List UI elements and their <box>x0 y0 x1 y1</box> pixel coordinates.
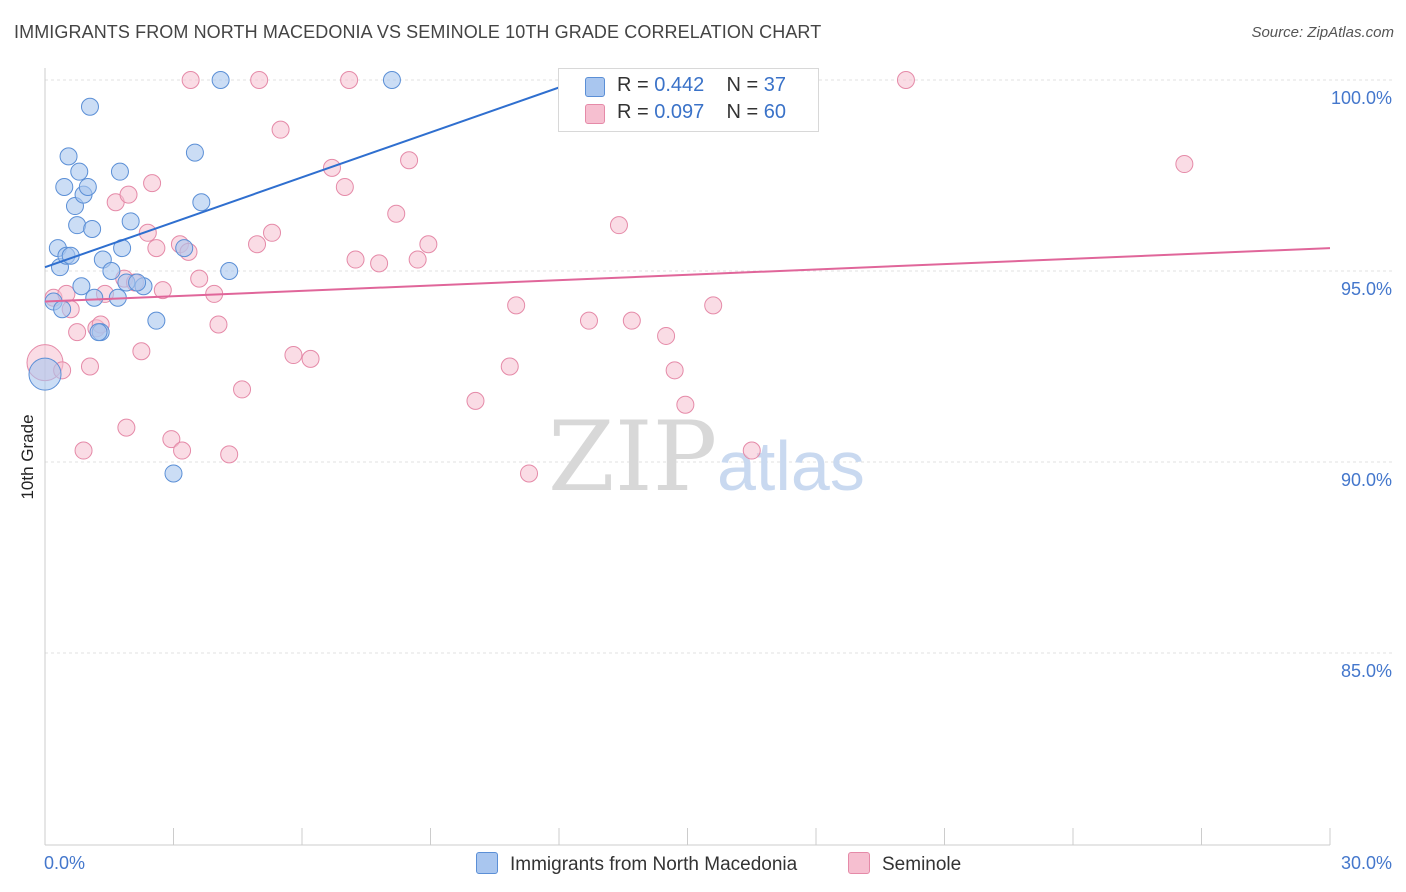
north-macedonia-point <box>53 300 72 319</box>
north-macedonia-point <box>83 219 102 238</box>
north-macedonia-point <box>121 212 140 231</box>
legend-stats-pink: R = 0.097 N = 60 <box>617 101 787 123</box>
seminole-point <box>742 441 761 460</box>
seminole-point <box>301 349 320 368</box>
seminole-point <box>173 441 192 460</box>
seminole-point <box>263 223 282 242</box>
seminole-point <box>676 395 695 414</box>
seminole-point <box>132 342 151 361</box>
seminole-point <box>896 71 915 89</box>
north-macedonia-point <box>211 71 230 89</box>
legend-swatch-north-macedonia <box>476 852 498 874</box>
legend-swatch-seminole <box>848 852 870 874</box>
seminole-point <box>335 177 354 196</box>
y-tick-label: 90.0% <box>1341 470 1392 490</box>
x-tick-marks <box>44 828 1331 845</box>
north-macedonia-point <box>89 323 108 342</box>
north-macedonia-point <box>68 216 87 235</box>
north-macedonia-point <box>70 162 89 181</box>
north-macedonia-point <box>78 177 97 196</box>
x-tick-label: 0.0% <box>44 853 85 873</box>
seminole-point <box>507 296 526 315</box>
seminole-point <box>622 311 641 330</box>
north-macedonia-point <box>147 311 166 330</box>
x-tick-label: 30.0% <box>1341 853 1392 873</box>
north-macedonia-points <box>28 71 401 483</box>
seminole-point <box>250 71 269 89</box>
seminole-point <box>248 235 267 254</box>
legend-item-seminole: Seminole <box>848 852 961 876</box>
north-macedonia-point <box>72 277 91 296</box>
seminole-point <box>284 346 303 365</box>
seminole-point <box>657 326 676 345</box>
seminole-point <box>340 71 359 89</box>
legend-stats-blue: R = 0.442 N = 37 <box>617 74 787 96</box>
north-macedonia-point <box>164 464 183 483</box>
source-label: Source: ZipAtlas.com <box>1251 24 1394 41</box>
seminole-point <box>466 391 485 410</box>
seminole-point <box>408 250 427 269</box>
y-tick-labels: 100.0% 95.0% 90.0% 85.0% <box>1331 88 1392 681</box>
north-macedonia-point <box>128 273 147 292</box>
seminole-point <box>190 269 209 288</box>
north-macedonia-point <box>85 288 104 307</box>
seminole-point <box>143 174 162 193</box>
seminole-point <box>220 445 239 464</box>
legend-swatch-blue <box>585 77 605 97</box>
seminole-point <box>500 357 519 376</box>
north-macedonia-point <box>192 193 211 212</box>
seminole-point <box>346 250 365 269</box>
seminole-point <box>1175 155 1194 174</box>
seminole-point <box>233 380 252 399</box>
y-axis-label: 10th Grade <box>18 414 37 499</box>
north-macedonia-point <box>220 262 239 280</box>
y-tick-label: 100.0% <box>1331 88 1392 108</box>
north-macedonia-point <box>110 162 129 181</box>
seminole-point <box>609 216 628 235</box>
north-macedonia-point <box>382 71 401 89</box>
seminole-point <box>400 151 419 170</box>
seminole-point <box>147 239 166 258</box>
x-tick-labels: 0.0% 30.0% <box>44 853 1392 873</box>
seminole-point <box>387 204 406 223</box>
north-macedonia-point <box>80 97 99 116</box>
seminole-point <box>119 185 138 204</box>
north-macedonia-point <box>102 262 121 280</box>
seminole-point <box>665 361 684 380</box>
seminole-point <box>579 311 598 330</box>
seminole-point <box>271 120 290 139</box>
seminole-point <box>68 323 87 342</box>
seminole-trend-line <box>44 247 1331 303</box>
legend-label-north-macedonia: Immigrants from North Macedonia <box>510 854 798 875</box>
legend-item-north-macedonia: Immigrants from North Macedonia <box>476 852 797 876</box>
north-macedonia-point <box>55 177 74 196</box>
watermark-zip: ZIP <box>548 401 717 513</box>
seminole-point <box>162 430 181 449</box>
seminole-point <box>138 223 157 242</box>
watermark-atlas: atlas <box>717 427 865 505</box>
north-macedonia-point <box>175 239 194 258</box>
seminole-point <box>181 71 200 89</box>
legend-swatch-pink <box>585 104 605 124</box>
seminole-point <box>80 357 99 376</box>
seminole-point <box>370 254 389 273</box>
y-tick-label: 85.0% <box>1341 661 1392 681</box>
seminole-point <box>153 281 172 300</box>
north-macedonia-point <box>28 357 62 391</box>
seminole-point <box>520 464 539 483</box>
chart-title: IMMIGRANTS FROM NORTH MACEDONIA VS SEMIN… <box>14 22 822 42</box>
legend-label-seminole: Seminole <box>882 854 962 875</box>
north-macedonia-point <box>185 143 204 162</box>
seminole-point <box>419 235 438 254</box>
y-tick-label: 95.0% <box>1341 279 1392 299</box>
north-macedonia-point <box>59 147 78 166</box>
seminole-point <box>74 441 93 460</box>
north-macedonia-trend-line <box>44 79 581 269</box>
seminole-point <box>209 315 228 334</box>
seminole-point <box>117 418 136 437</box>
correlation-legend: R = 0.442 N = 37 R = 0.097 N = 60 <box>558 68 819 132</box>
seminole-point <box>704 296 723 315</box>
